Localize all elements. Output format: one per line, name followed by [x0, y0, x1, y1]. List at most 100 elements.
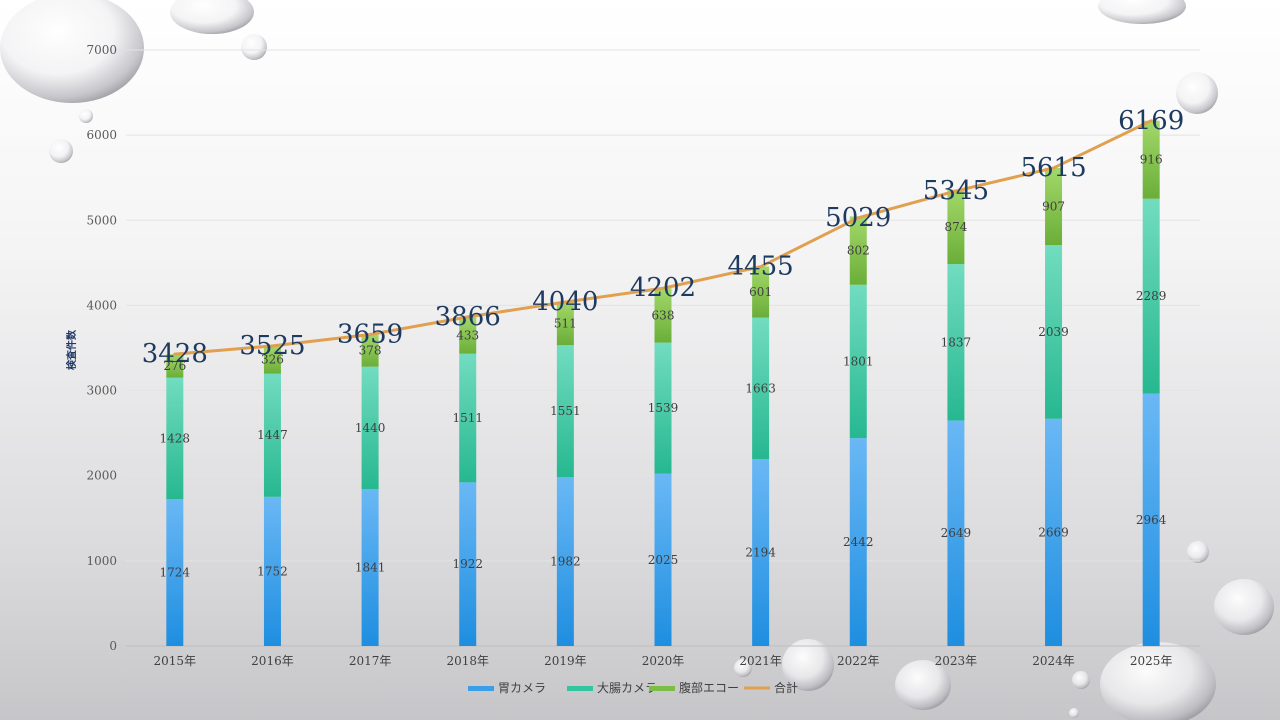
water-drop — [782, 639, 834, 691]
bar — [1142, 393, 1160, 646]
legend-swatch — [468, 686, 494, 691]
bar — [263, 373, 281, 497]
water-drop — [1069, 708, 1079, 718]
water-drop — [0, 0, 144, 103]
water-drop — [170, 0, 254, 34]
total-label: 4040 — [532, 287, 598, 317]
data-label: 511 — [554, 316, 577, 330]
legend-label: 腹部エコー — [679, 680, 739, 695]
data-label: 1752 — [257, 564, 288, 578]
bar — [1142, 120, 1160, 199]
data-label: 433 — [456, 328, 479, 342]
water-drop — [241, 34, 267, 60]
bar — [556, 477, 574, 646]
y-axis-label: 検査件数 — [65, 329, 78, 370]
y-tick-label: 0 — [109, 639, 117, 653]
y-tick-label: 1000 — [86, 554, 117, 568]
bar — [166, 377, 184, 500]
total-label: 5029 — [825, 203, 891, 233]
data-label: 1841 — [355, 561, 386, 575]
bar — [654, 342, 672, 474]
data-label: 2194 — [745, 546, 776, 560]
data-label: 276 — [163, 359, 186, 373]
y-axis: 0 1000 2000 3000 4000 5000 6000 7000 — [86, 43, 117, 653]
water-drop — [79, 109, 93, 123]
data-label: 1428 — [160, 431, 191, 445]
y-tick-label: 2000 — [86, 469, 117, 483]
total-line: 3428 3525 3659 3866 4040 4202 4455 5029 5345 5615… — [142, 106, 1185, 369]
data-label: 1440 — [355, 421, 386, 435]
data-label: 1801 — [843, 354, 874, 368]
data-label: 1447 — [257, 428, 288, 442]
total-label: 4202 — [630, 273, 696, 303]
x-tick-label: 2019年 — [544, 654, 587, 668]
x-axis: 2015年 2016年 2017年 2018年 2019年 2020年 2021年 2022年… — [154, 654, 1173, 668]
total-label: 4455 — [728, 252, 794, 282]
bar — [1142, 198, 1160, 394]
bar — [166, 354, 184, 378]
bar — [1045, 418, 1063, 646]
water-drop — [49, 139, 73, 163]
y-tick-label: 4000 — [86, 298, 117, 312]
x-tick-label: 2016年 — [251, 654, 294, 668]
data-label: 1922 — [452, 557, 483, 571]
y-tick-label: 6000 — [86, 128, 117, 142]
bar — [1045, 245, 1063, 419]
legend: 胃カメラ 大腸カメラ 腹部エコー 合計 — [468, 680, 798, 695]
x-tick-label: 2017年 — [349, 654, 392, 668]
bar — [654, 288, 672, 343]
water-drop — [1072, 671, 1090, 689]
x-tick-label: 2021年 — [739, 654, 782, 668]
data-label: 1663 — [745, 381, 776, 395]
bar — [459, 316, 477, 354]
bar — [361, 489, 379, 646]
legend-label: 胃カメラ — [498, 681, 546, 695]
total-label: 3866 — [435, 302, 501, 332]
data-label: 2964 — [1136, 513, 1167, 527]
water-drop — [1176, 72, 1218, 114]
series-line — [173, 119, 1153, 356]
x-tick-label: 2024年 — [1032, 654, 1075, 668]
legend-swatch — [649, 686, 675, 691]
x-tick-label: 2023年 — [935, 654, 978, 668]
bar — [849, 284, 867, 439]
y-tick-label: 3000 — [86, 384, 117, 398]
bar — [849, 438, 867, 646]
legend-swatch — [567, 686, 593, 691]
data-label: 378 — [359, 344, 382, 358]
data-label: 1551 — [550, 404, 581, 418]
bar — [556, 345, 574, 478]
bar — [947, 420, 965, 646]
bar — [166, 499, 184, 646]
bars: 1724 1428 276 1752 1447 326 1841 1440 378 1922 151… — [160, 120, 1167, 646]
data-label: 2669 — [1038, 525, 1069, 539]
data-label: 1539 — [648, 401, 679, 415]
bar — [1045, 167, 1063, 246]
bar — [361, 334, 379, 367]
bar — [654, 473, 672, 646]
data-label: 1982 — [550, 555, 581, 569]
y-tick-label: 7000 — [86, 43, 117, 57]
bar — [752, 459, 770, 646]
bar — [556, 301, 574, 346]
data-label: 638 — [652, 308, 675, 322]
bar — [849, 216, 867, 285]
data-label: 1837 — [941, 335, 972, 349]
data-label: 916 — [1140, 153, 1163, 167]
data-label: 2649 — [941, 526, 972, 540]
data-label: 601 — [749, 285, 772, 299]
data-label: 1724 — [160, 566, 191, 580]
bar — [459, 482, 477, 646]
legend-label: 合計 — [774, 680, 798, 695]
x-tick-label: 2018年 — [446, 654, 489, 668]
total-label: 3659 — [337, 319, 403, 349]
bar — [752, 317, 770, 460]
y-tick-label: 5000 — [86, 213, 117, 227]
bar — [459, 353, 477, 483]
water-drop — [734, 659, 752, 677]
water-drop — [1214, 579, 1274, 635]
water-drop — [1187, 541, 1209, 563]
total-label: 3428 — [142, 339, 208, 369]
